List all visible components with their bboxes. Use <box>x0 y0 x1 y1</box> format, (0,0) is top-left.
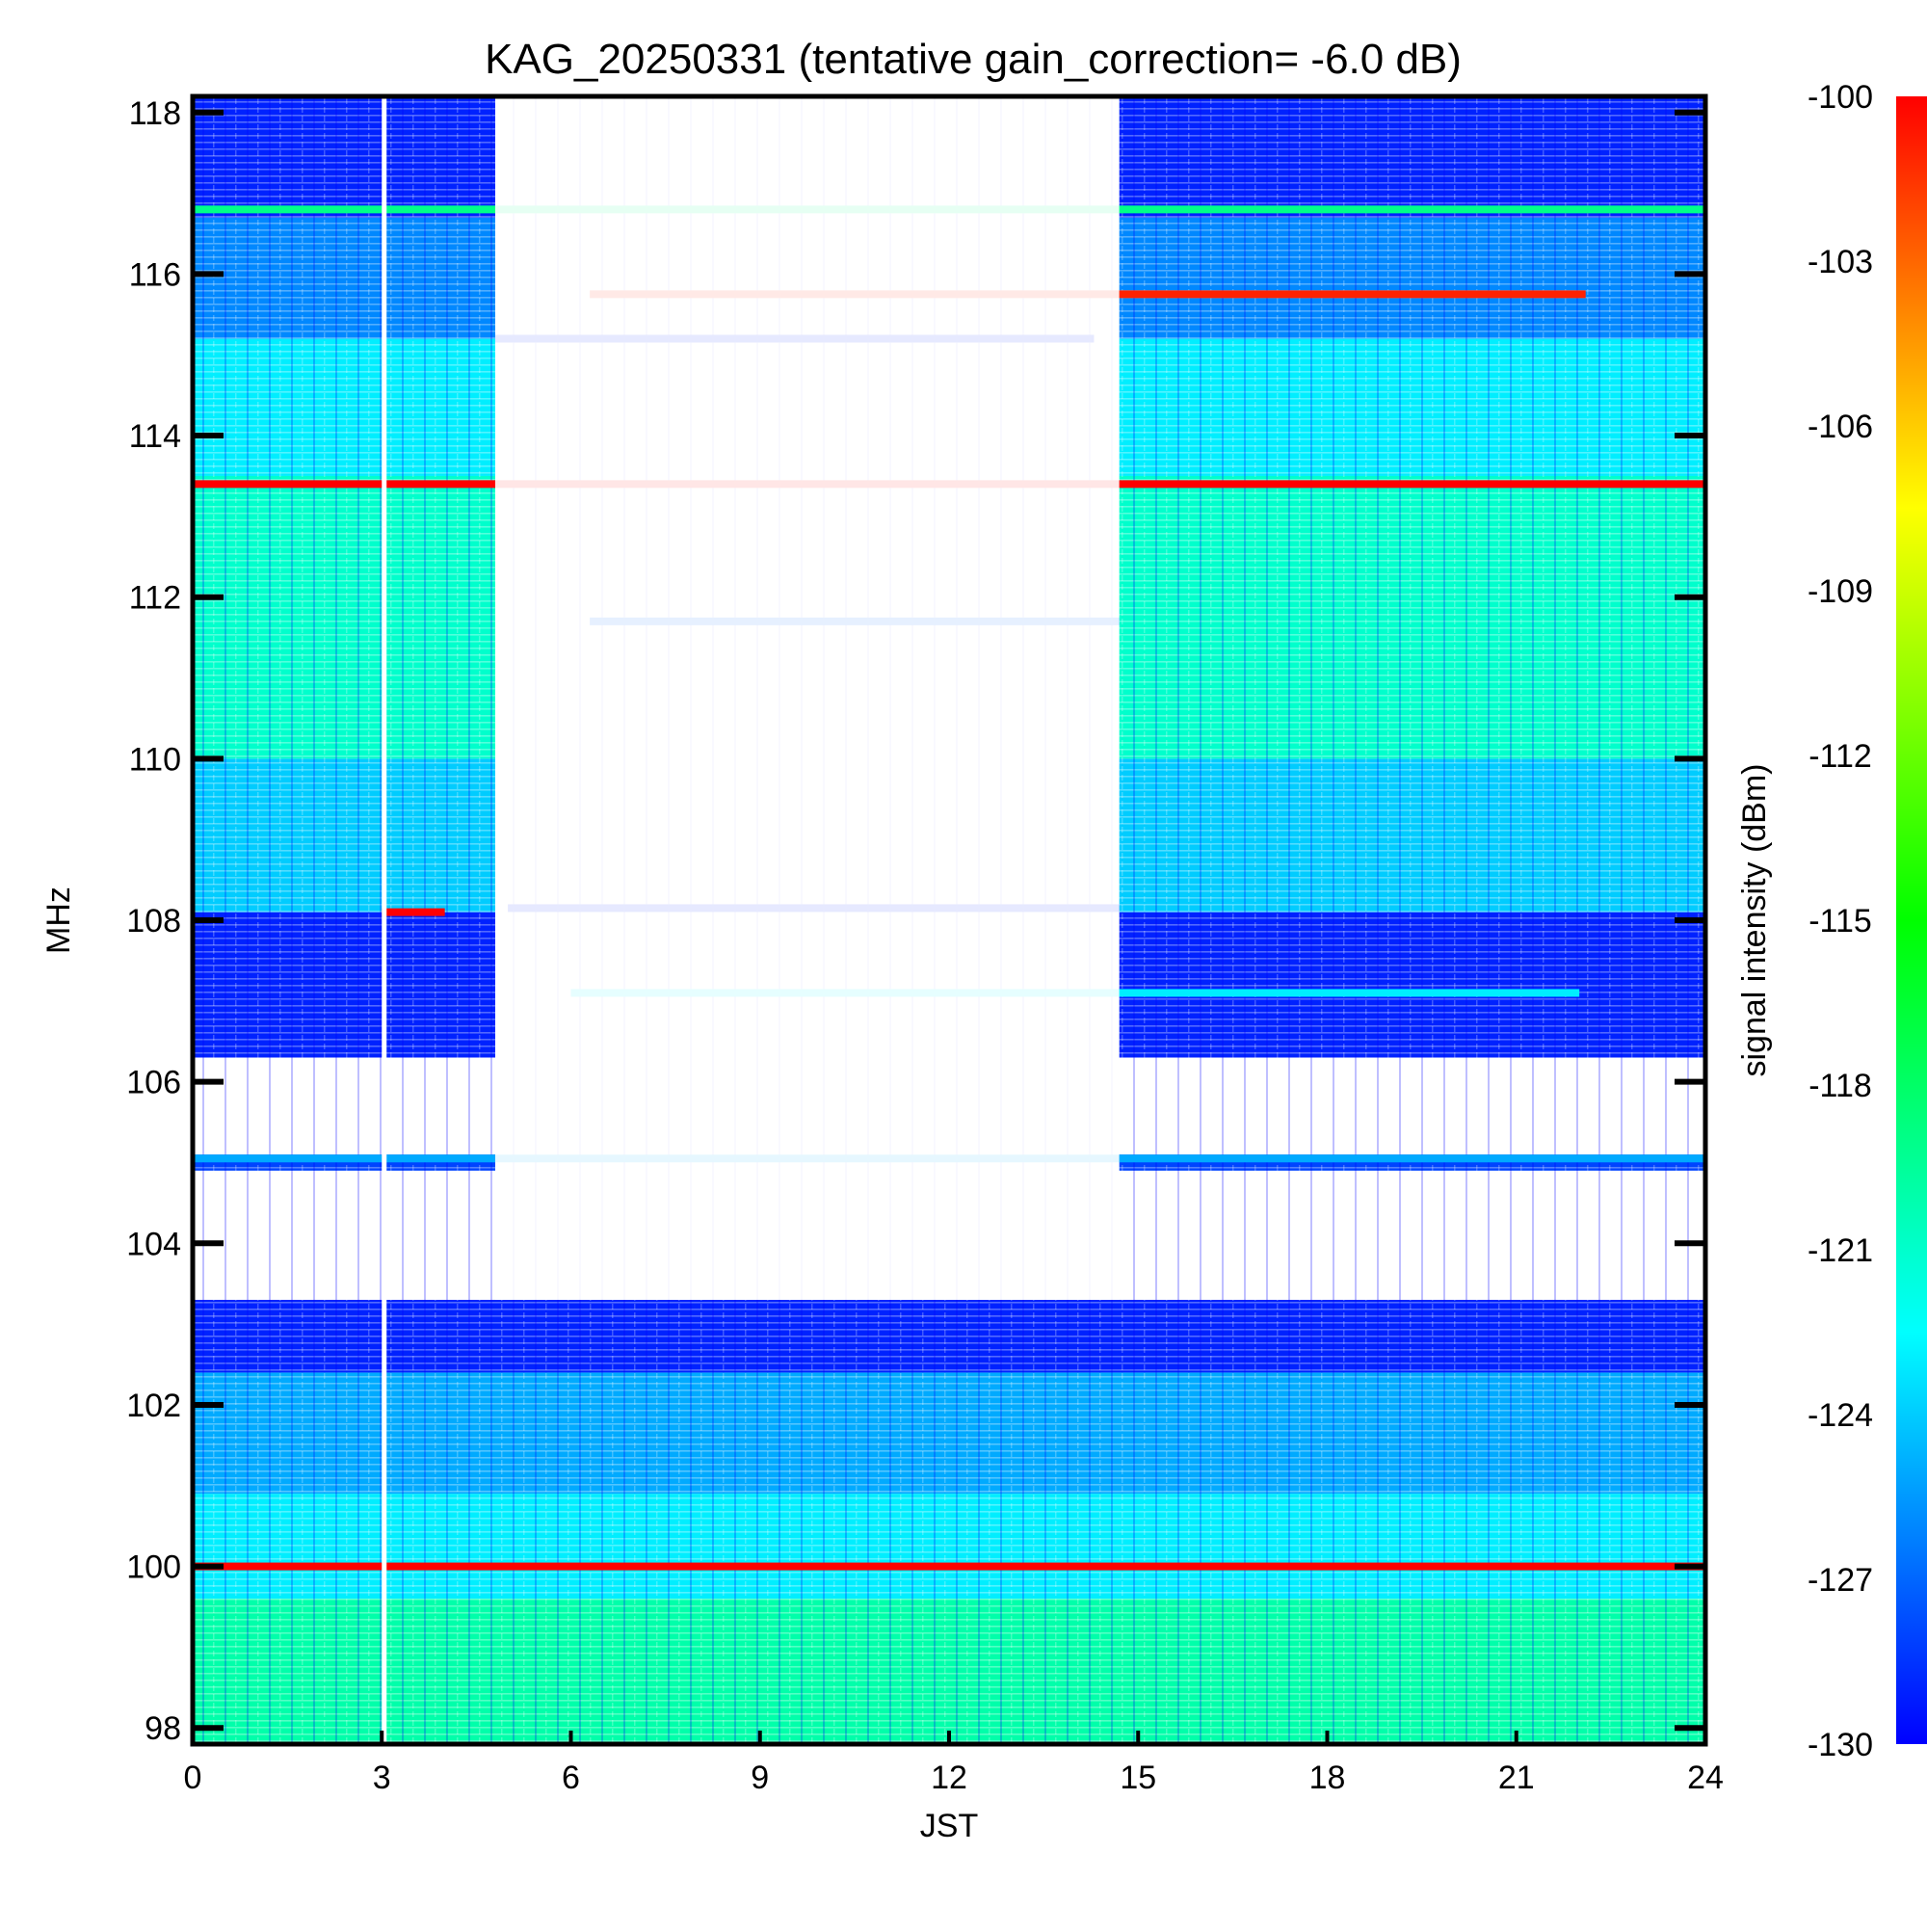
colorbar-tick-label: -106 <box>1808 409 1873 445</box>
colorbar-tick-label: -100 <box>1808 79 1873 116</box>
x-tick-label: 0 <box>184 1760 202 1796</box>
chart-title: KAG_20250331 (tentative gain_correction=… <box>485 36 1462 83</box>
y-tick-label: 102 <box>126 1388 181 1424</box>
x-tick-label: 6 <box>562 1760 580 1796</box>
y-tick-label: 112 <box>129 580 181 617</box>
y-tick-label: 104 <box>126 1226 181 1262</box>
y-tick-label: 108 <box>126 903 181 940</box>
plot-area <box>190 93 1708 1747</box>
colorbar-tick-label: -130 <box>1808 1727 1873 1763</box>
x-axis-label: JST <box>920 1808 978 1844</box>
x-tick-label: 18 <box>1309 1760 1346 1796</box>
colorbar: signal intensity (dBm) -100 -103 -106 -109 -… <box>1736 79 1927 1763</box>
x-tick-label: 21 <box>1498 1760 1535 1796</box>
colorbar-label: signal intensity (dBm) <box>1736 763 1773 1076</box>
signal-line <box>193 1562 1705 1571</box>
x-tick-label: 3 <box>373 1760 391 1796</box>
x-axis: JST 0 3 6 9 12 15 18 21 24 <box>184 1731 1724 1844</box>
x-tick-label: 15 <box>1120 1760 1156 1796</box>
y-tick-label: 116 <box>129 256 181 293</box>
x-tick-label: 24 <box>1687 1760 1724 1796</box>
signal-line <box>382 908 445 916</box>
colorbar-tick-label: -112 <box>1808 738 1872 775</box>
y-axis-label: MHz <box>40 887 77 954</box>
y-tick-label: 100 <box>126 1549 181 1586</box>
y-tick-label: 98 <box>145 1710 181 1747</box>
y-tick-label: 118 <box>129 95 181 132</box>
x-tick-label: 9 <box>751 1760 769 1796</box>
data-gap <box>382 96 387 1744</box>
x-tick-label: 12 <box>931 1760 967 1796</box>
data-gaps <box>382 96 1120 1744</box>
colorbar-gradient <box>1896 96 1927 1744</box>
y-tick-label: 114 <box>129 418 181 455</box>
colorbar-tick-label: -103 <box>1808 244 1873 280</box>
colorbar-tick-label: -115 <box>1808 903 1872 940</box>
y-tick-label: 110 <box>129 741 181 778</box>
data-gap <box>495 96 1120 1300</box>
colorbar-tick-label: -127 <box>1808 1562 1873 1599</box>
colorbar-tick-label: -121 <box>1808 1232 1873 1269</box>
colorbar-tick-label: -124 <box>1808 1397 1873 1434</box>
y-tick-label: 106 <box>126 1065 181 1101</box>
y-axis: MHz 98 100 102 104 106 108 110 112 114 116 118 <box>40 95 1705 1747</box>
colorbar-tick-label: -109 <box>1808 573 1873 610</box>
colorbar-tick-label: -118 <box>1808 1068 1872 1104</box>
